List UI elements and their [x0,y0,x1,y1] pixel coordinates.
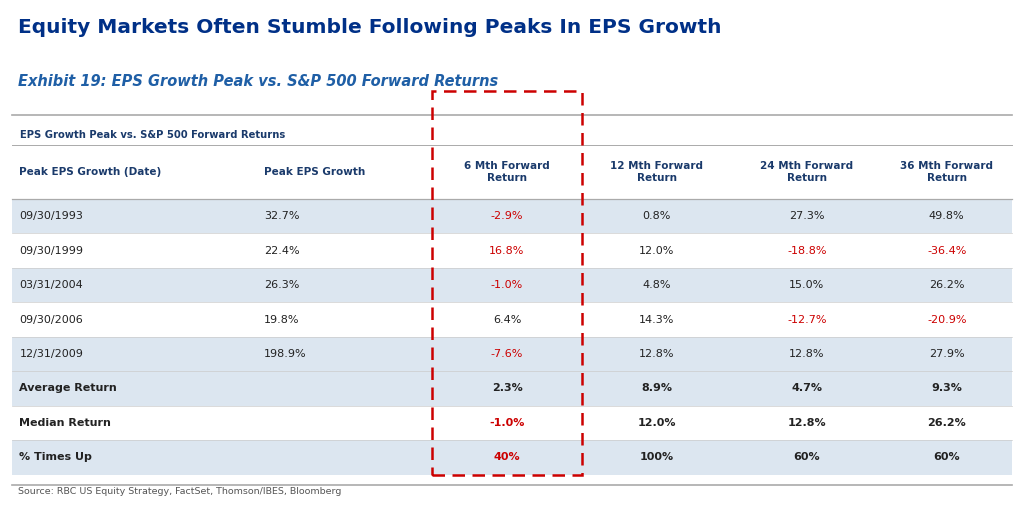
Bar [432,91,582,475]
Bar [12,406,1012,440]
Text: -1.0%: -1.0% [489,418,524,428]
Bar [12,268,1012,302]
Text: 12 Mth Forward
Return: 12 Mth Forward Return [610,161,703,183]
Text: 26.2%: 26.2% [929,280,965,290]
Bar [12,440,1012,475]
Bar [12,199,1012,233]
Text: 32.7%: 32.7% [264,211,300,221]
Text: -2.9%: -2.9% [490,211,523,221]
Text: 4.7%: 4.7% [792,383,822,393]
Text: 60%: 60% [934,452,961,462]
Text: 49.8%: 49.8% [929,211,965,221]
Text: 40%: 40% [494,452,520,462]
Text: Source: RBC US Equity Strategy, FactSet, Thomson/IBES, Bloomberg: Source: RBC US Equity Strategy, FactSet,… [18,487,342,497]
Bar [12,126,1012,145]
Text: 12.0%: 12.0% [638,418,676,428]
Text: 100%: 100% [640,452,674,462]
Text: -20.9%: -20.9% [927,314,967,325]
Text: 9.3%: 9.3% [931,383,963,393]
Text: 24 Mth Forward
Return: 24 Mth Forward Return [760,161,853,183]
Text: -1.0%: -1.0% [490,280,523,290]
Text: 27.3%: 27.3% [790,211,824,221]
Bar [12,145,1012,199]
Text: -12.7%: -12.7% [787,314,826,325]
Text: 14.3%: 14.3% [639,314,675,325]
Text: -18.8%: -18.8% [787,246,826,255]
Text: % Times Up: % Times Up [19,452,92,462]
Text: 12.8%: 12.8% [790,349,824,359]
Text: 2.3%: 2.3% [492,383,522,393]
Text: EPS Growth Peak vs. S&P 500 Forward Returns: EPS Growth Peak vs. S&P 500 Forward Retu… [20,130,286,140]
Text: Exhibit 19: EPS Growth Peak vs. S&P 500 Forward Returns: Exhibit 19: EPS Growth Peak vs. S&P 500 … [18,74,499,89]
Text: 60%: 60% [794,452,820,462]
Bar [12,371,1012,406]
Bar [12,337,1012,371]
Text: 36 Mth Forward
Return: 36 Mth Forward Return [900,161,993,183]
Text: 12.0%: 12.0% [639,246,675,255]
Text: 19.8%: 19.8% [264,314,300,325]
Text: 8.9%: 8.9% [641,383,673,393]
Text: 6.4%: 6.4% [493,314,521,325]
Text: 22.4%: 22.4% [264,246,300,255]
Text: 4.8%: 4.8% [643,280,671,290]
Text: 09/30/1993: 09/30/1993 [19,211,83,221]
Text: 12.8%: 12.8% [787,418,826,428]
Text: 09/30/1999: 09/30/1999 [19,246,84,255]
Text: 12/31/2009: 12/31/2009 [19,349,83,359]
Text: 15.0%: 15.0% [790,280,824,290]
Text: 03/31/2004: 03/31/2004 [19,280,83,290]
Text: 198.9%: 198.9% [264,349,307,359]
Text: -7.6%: -7.6% [490,349,523,359]
Text: 26.2%: 26.2% [928,418,966,428]
Text: Median Return: Median Return [19,418,112,428]
Text: 27.9%: 27.9% [929,349,965,359]
Bar [12,302,1012,337]
Text: 16.8%: 16.8% [489,246,524,255]
Bar [12,233,1012,268]
Text: 6 Mth Forward
Return: 6 Mth Forward Return [464,161,550,183]
Text: 0.8%: 0.8% [643,211,671,221]
Text: Average Return: Average Return [19,383,117,393]
Text: 26.3%: 26.3% [264,280,300,290]
Text: 09/30/2006: 09/30/2006 [19,314,83,325]
Text: Peak EPS Growth: Peak EPS Growth [264,167,366,177]
Text: Equity Markets Often Stumble Following Peaks In EPS Growth: Equity Markets Often Stumble Following P… [18,18,722,37]
Text: -36.4%: -36.4% [927,246,967,255]
Text: 12.8%: 12.8% [639,349,675,359]
Text: Peak EPS Growth (Date): Peak EPS Growth (Date) [19,167,162,177]
